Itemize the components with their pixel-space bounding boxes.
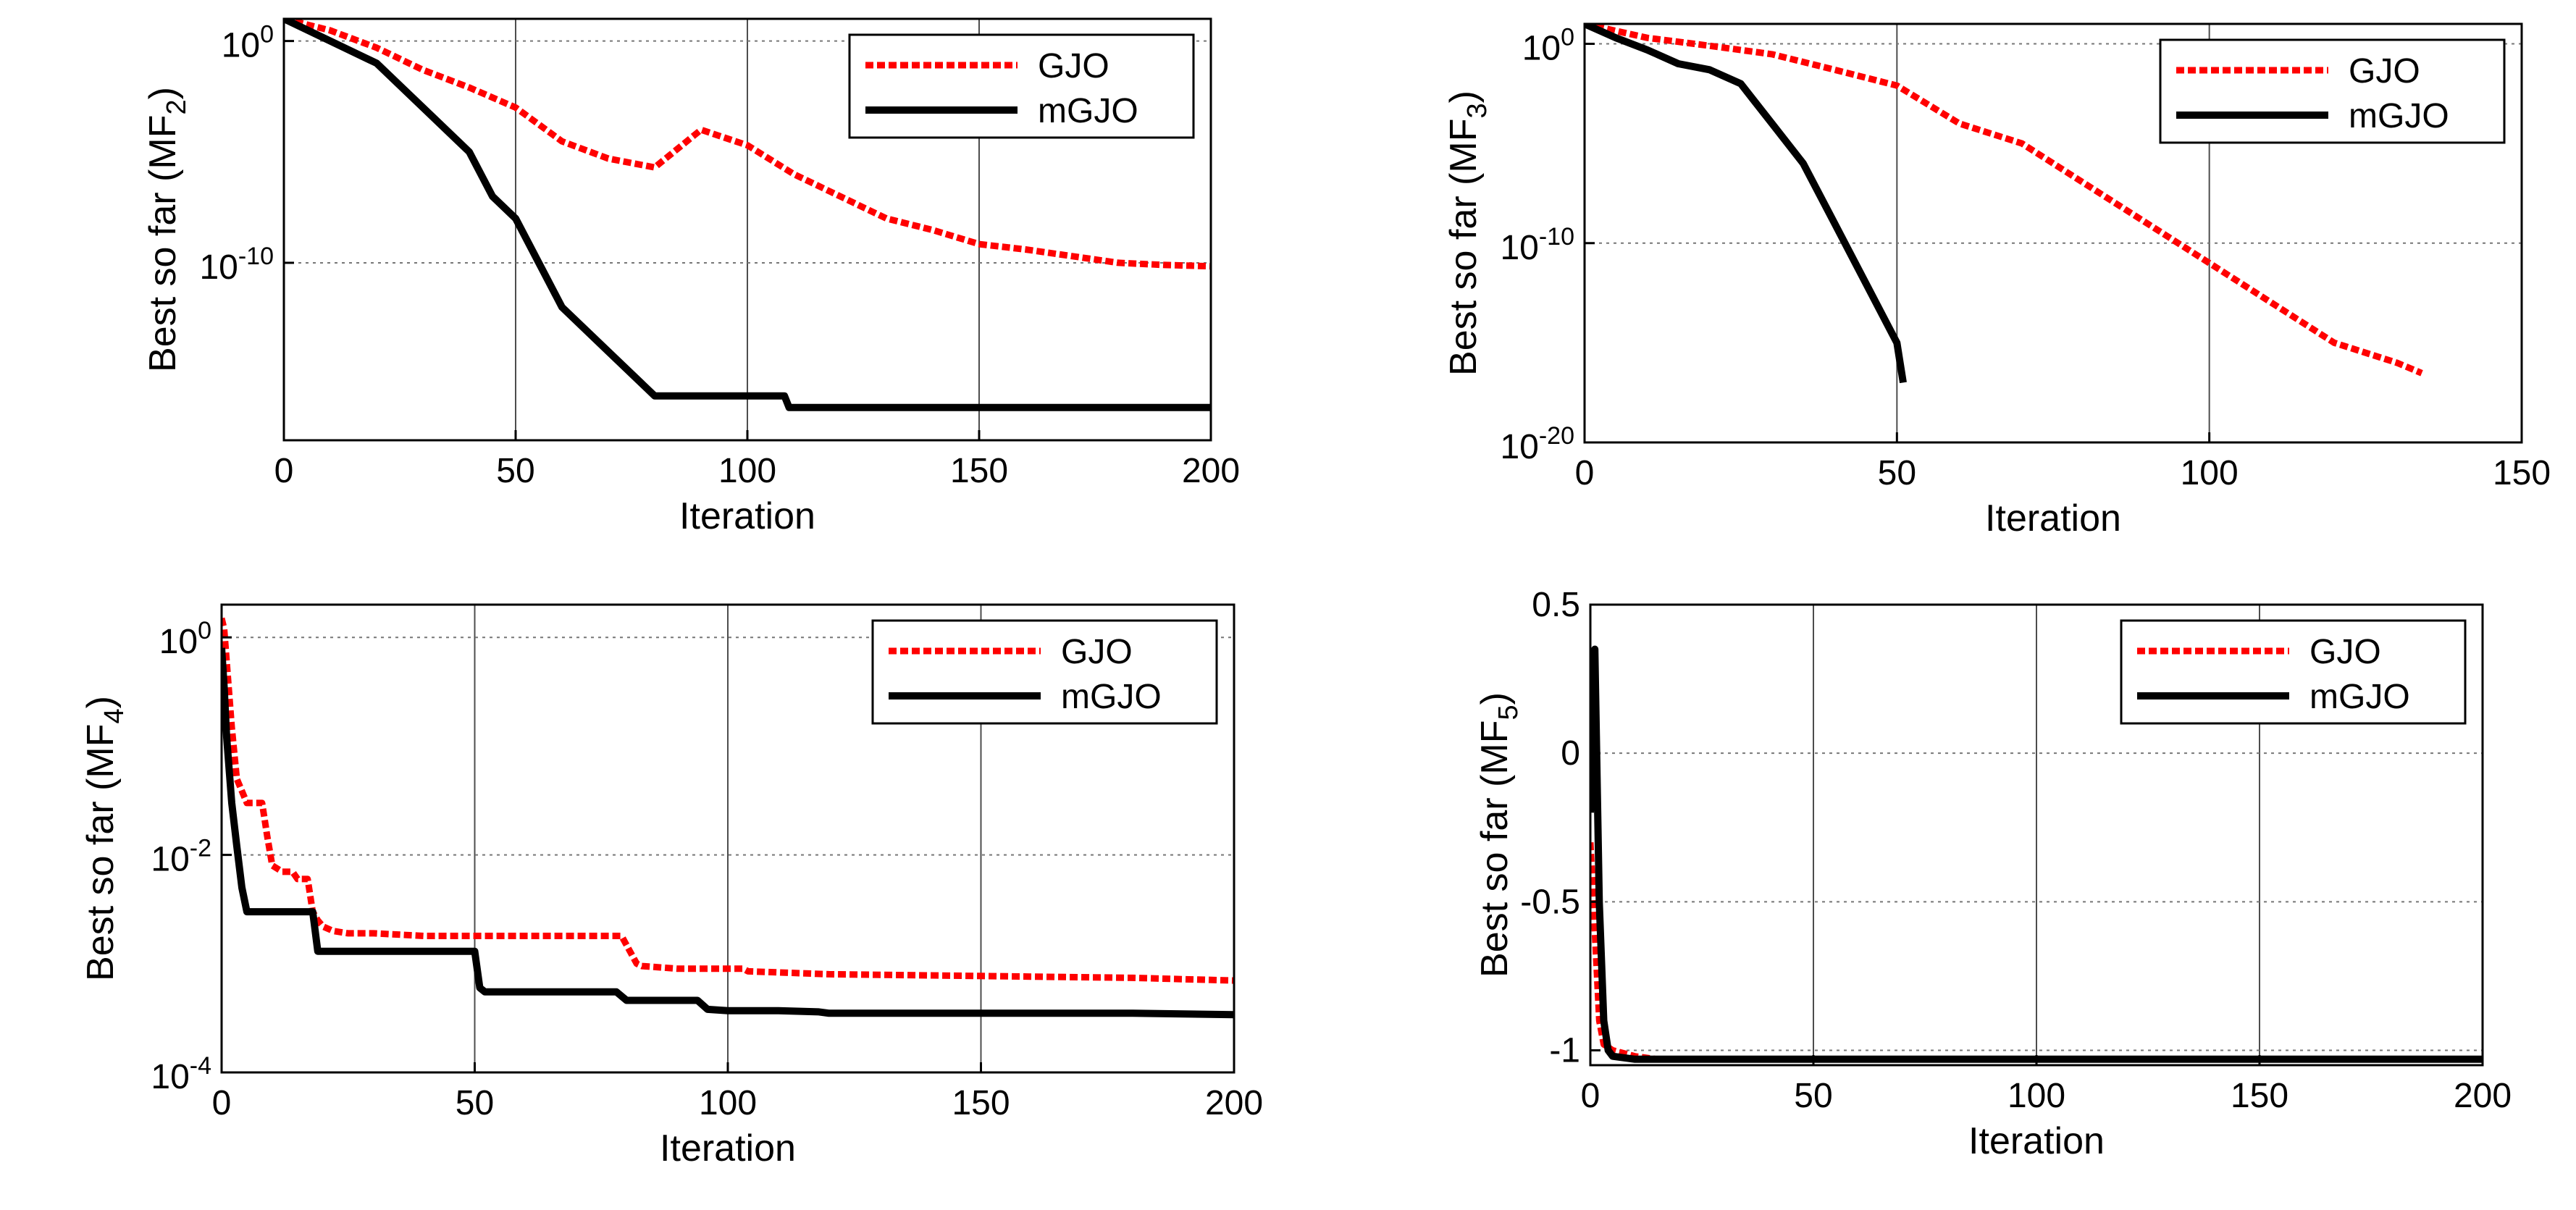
legend: GJO mGJO <box>2159 38 2506 144</box>
series-group <box>1585 24 2423 384</box>
x-tick-label: 150 <box>2493 454 2551 492</box>
y-tick-label: 10-10 <box>1500 223 1574 267</box>
y-tick-label: 100 <box>222 21 274 65</box>
legend-label-gjo: GJO <box>1061 633 1133 671</box>
series-line-mgjo <box>284 19 1211 411</box>
series-line-gjo <box>1585 24 2423 377</box>
y-tick-label: 100 <box>1522 24 1574 68</box>
legend: GJO mGJO <box>848 33 1195 139</box>
y-axis-label: Best so far (MF3) <box>1443 91 1493 376</box>
series-line-mgjo <box>1585 24 1907 384</box>
legend-box <box>848 33 1195 139</box>
x-tick-label: 0 <box>1581 1077 1600 1115</box>
x-tick-label: 200 <box>2454 1077 2512 1115</box>
x-tick-label: 100 <box>699 1084 757 1122</box>
axes-box <box>1583 22 2523 444</box>
chart-3: 0 50 100 150 200 100 10-2 10-4 Iteration Best so … <box>80 603 1263 1169</box>
legend-box <box>2159 38 2506 144</box>
series-group <box>1590 645 2483 1063</box>
y-tick-label: 0 <box>1561 734 1580 773</box>
y-tick-label: -1 <box>1549 1031 1580 1070</box>
legend-label-mgjo: mGJO <box>1038 92 1138 130</box>
x-tick-label: 50 <box>1794 1077 1832 1115</box>
legend: GJO mGJO <box>2120 619 2467 725</box>
x-tick-label: 0 <box>212 1084 232 1122</box>
y-axis-label: Best so far (MF2) <box>142 87 192 372</box>
y-tick-label: 10-4 <box>151 1052 211 1096</box>
y-tick-label: 0.5 <box>1532 586 1580 624</box>
x-tick-label: 50 <box>496 452 534 490</box>
y-axis-label: Best so far (MF4) <box>80 696 130 981</box>
x-tick-label: 50 <box>1878 454 1916 492</box>
legend-label-mgjo: mGJO <box>2349 97 2449 135</box>
x-tick-label: 100 <box>2181 454 2239 492</box>
x-tick-label: 150 <box>952 1084 1010 1122</box>
grid <box>222 605 1234 1072</box>
y-tick-label: 10-10 <box>199 243 274 287</box>
x-axis-label: Iteration <box>1968 1120 2105 1162</box>
legend-label-mgjo: mGJO <box>1061 678 1162 716</box>
y-tick-label: 10-2 <box>151 835 211 879</box>
x-axis-label: Iteration <box>660 1127 796 1169</box>
y-tick-label: -0.5 <box>1520 883 1580 921</box>
x-tick-label: 0 <box>1575 454 1595 492</box>
legend-label-gjo: GJO <box>2349 52 2420 91</box>
legend-label-gjo: GJO <box>1038 47 1109 85</box>
x-axis-label: Iteration <box>1985 497 2121 539</box>
x-tick-label: 100 <box>718 452 776 490</box>
chart-2: 0 50 100 150 100 10-10 10-20 Iteration Best so f… <box>1443 22 2551 539</box>
x-tick-label: 200 <box>1205 1084 1263 1122</box>
x-tick-label: 150 <box>2231 1077 2288 1115</box>
x-axis-label: Iteration <box>679 495 815 537</box>
legend-box <box>2120 619 2467 725</box>
y-tick-label: 100 <box>159 617 211 661</box>
legend: GJO mGJO <box>871 619 1218 725</box>
x-tick-label: 50 <box>456 1084 494 1122</box>
x-tick-label: 100 <box>2007 1077 2065 1115</box>
chart-4: 0 50 100 150 200 0.5 0 -0.5 -1 Iteration Best so f… <box>1474 586 2512 1162</box>
series-line-mgjo <box>1590 645 2483 1063</box>
x-tick-label: 200 <box>1182 452 1240 490</box>
y-axis-label: Best so far (MF5) <box>1474 692 1524 978</box>
legend-box <box>871 619 1218 725</box>
series-line-gjo <box>222 617 1234 984</box>
series-group <box>284 19 1211 411</box>
x-tick-label: 0 <box>274 452 294 490</box>
series-group <box>222 617 1234 1019</box>
series-line-mgjo <box>222 647 1234 1019</box>
chart-1: 0 50 100 150 200 100 10-10 Iteration Best so far… <box>142 17 1240 537</box>
x-tick-label: 150 <box>950 452 1008 490</box>
y-tick-label: 10-20 <box>1500 422 1574 466</box>
legend-label-gjo: GJO <box>2309 633 2381 671</box>
series-line-gjo <box>284 19 1211 270</box>
legend-label-mgjo: mGJO <box>2309 678 2410 716</box>
